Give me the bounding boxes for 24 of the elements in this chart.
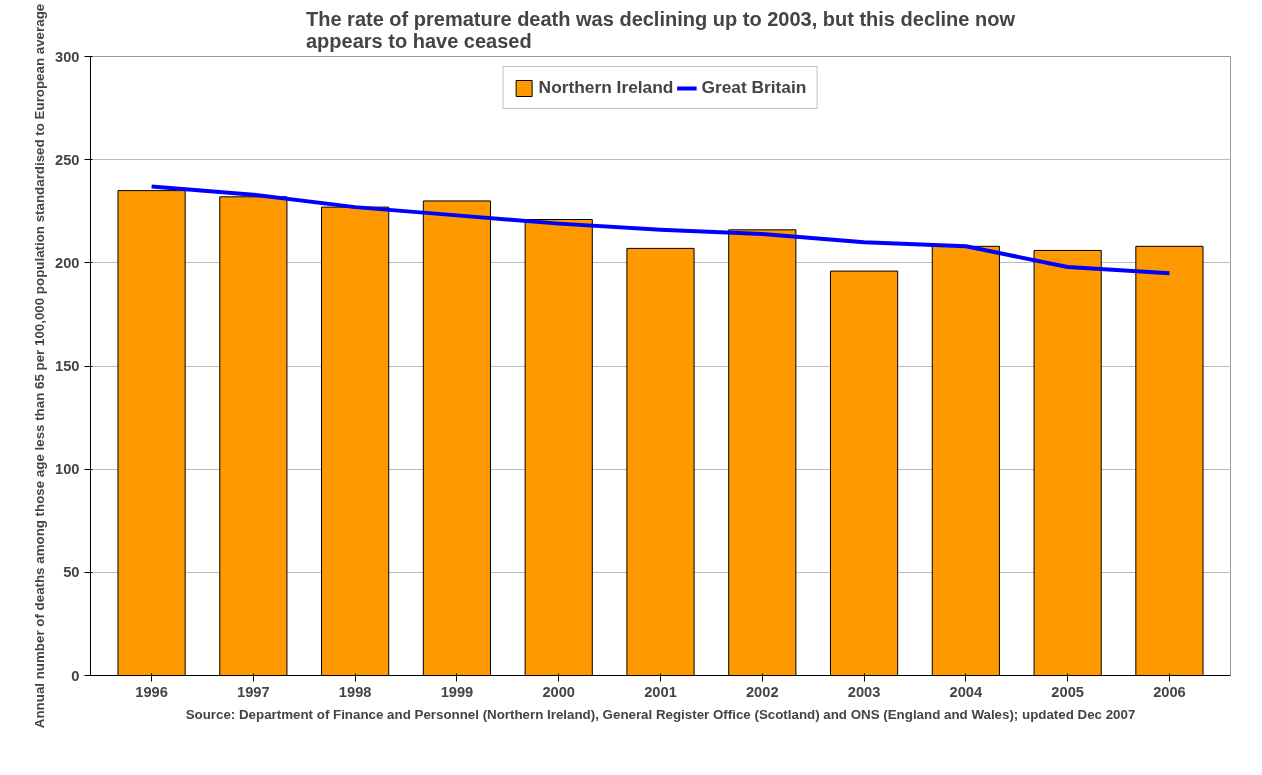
x-tick-label: 1997	[237, 683, 270, 700]
legend-label: Great Britain	[701, 77, 807, 98]
x-tick-label: 2004	[949, 683, 984, 700]
line-series	[149, 184, 1172, 276]
x-tick-label: 2000	[542, 683, 576, 700]
chart-title: The rate of premature death was declining up to 2003, but this decline now appears to have ceased	[305, 7, 1016, 52]
y-tick-label: 150	[55, 358, 80, 374]
x-tick-label: 2003	[847, 683, 881, 700]
y-tick-label: 200	[55, 254, 80, 271]
y-tick-label: 250	[55, 151, 80, 168]
legend-label: Northern Ireland	[538, 77, 674, 98]
y-tick-label: 50	[63, 564, 80, 581]
x-tick-label: 1998	[338, 683, 372, 700]
x-tick-label: 1996	[135, 683, 168, 700]
y-axis-title: Annual number of deaths among those age less than 65 per 100,000 population standardised to European average	[32, 3, 48, 729]
y-tick-label: 100	[55, 461, 80, 478]
x-tick-label: 2001	[644, 683, 677, 700]
x-tick-label: 2005	[1051, 683, 1084, 700]
y-tick-label: 300	[55, 48, 80, 65]
x-tick-label: 2006	[1153, 683, 1186, 700]
x-tick-label: 2002	[745, 683, 779, 700]
x-tick-label: 1999	[440, 683, 474, 700]
y-tick-label: 0	[71, 667, 80, 684]
source-note: Source: Department of Finance and Personnel (Northern Ireland), General Register Office (Scotland) and ONS (England and Wales); updated Dec 2007	[185, 706, 1136, 722]
